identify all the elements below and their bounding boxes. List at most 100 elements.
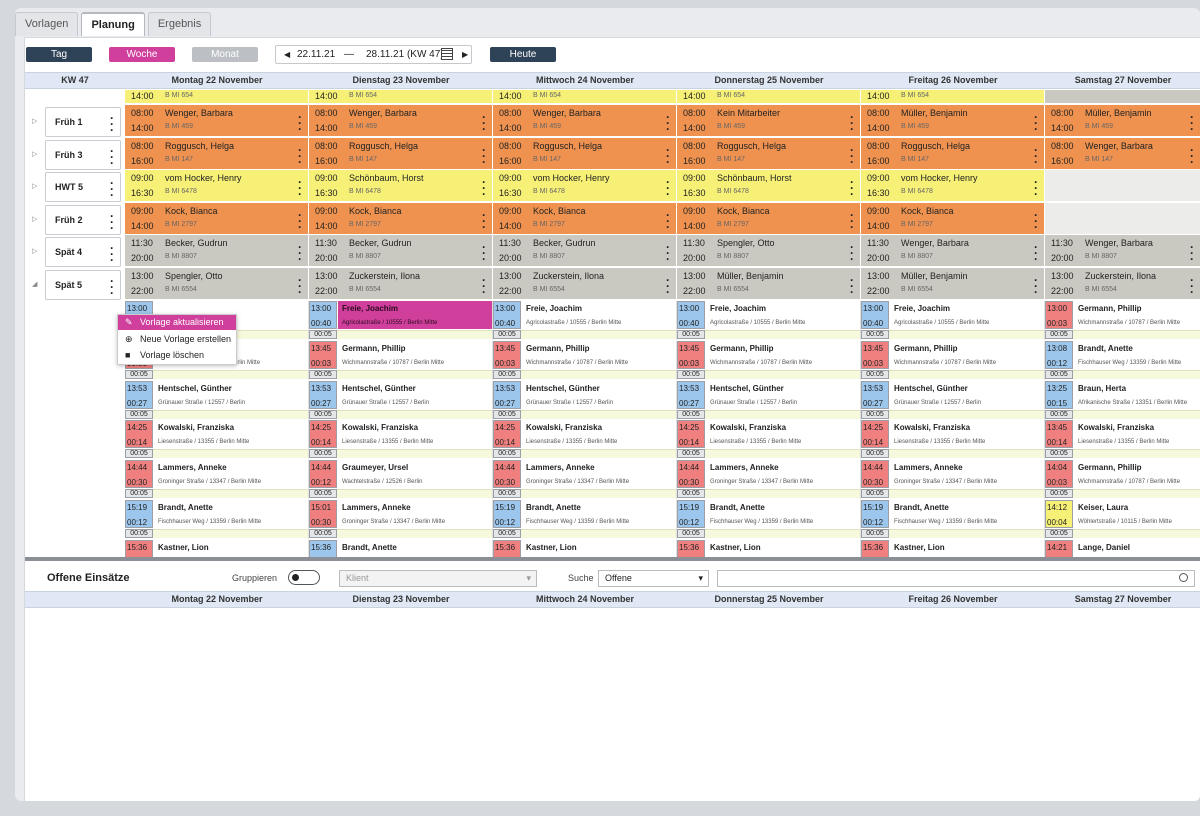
shift-cell-partial[interactable]: 14:00 B MI 654	[861, 90, 1045, 103]
more-vert-icon[interactable]: · · ·	[482, 240, 486, 266]
visit-item[interactable]: 15:01 00:30 Lammers, Anneke Groninger Straß…	[309, 500, 493, 539]
tab-ergebnis[interactable]: Ergebnis	[147, 12, 212, 36]
shift-cell[interactable]: 09:00 16:30 Schönbaum, Horst B MI 6478 · · ·	[677, 170, 861, 201]
more-vert-icon[interactable]: · · ·	[482, 207, 486, 234]
more-vert-icon[interactable]: · · ·	[298, 110, 302, 136]
visit-item[interactable]: 14:25 00:14 Kowalski, Franziska Liesenstraß…	[309, 420, 493, 460]
shift-cell[interactable]: 08:00 16:00 Roggusch, Helga B MI 147 · · ·	[677, 137, 861, 169]
visit-item[interactable]: 14:44 00:12 Graumeyer, Ursel Wachtelstraße …	[309, 460, 493, 500]
more-vert-icon[interactable]: · · ·	[850, 142, 854, 169]
shift-cell[interactable]: 11:30 20:00 Spengler, Otto B MI 8807 · · ·	[677, 235, 861, 266]
search-input[interactable]	[717, 570, 1195, 587]
visit-item[interactable]: 13:00 00:40 Freie, Joachim Agricolastraße /…	[677, 301, 861, 340]
visit-item[interactable]: 15:19 00:12 Brandt, Anette Fischhauser Weg …	[677, 500, 861, 539]
shift-cell[interactable]: 11:30 20:00 Wenger, Barbara B MI 8807 · · ·	[861, 235, 1045, 266]
visit-item[interactable]: 14:25 00:14 Kowalski, Franziska Liesenstraß…	[677, 420, 861, 460]
shift-cell[interactable]: 11:30 20:00 Becker, Gudrun B MI 8807 · · ·	[309, 235, 493, 266]
more-vert-icon[interactable]: · · ·	[850, 240, 854, 266]
shift-cell[interactable]: 08:00 14:00 Kein Mitarbeiter B MI 459 · · ·	[677, 105, 861, 136]
shift-row-label[interactable]: ▷ Früh 3 · · ·	[28, 139, 122, 170]
more-vert-icon[interactable]: · · ·	[110, 143, 114, 170]
visit-item[interactable]: 14:25 00:14 Kowalski, Franziska Liesenstraß…	[493, 420, 677, 460]
visit-item[interactable]: 14:25 00:14 Kowalski, Franziska Liesenstraß…	[861, 420, 1045, 460]
shift-cell[interactable]: 09:00 16:30 vom Hocker, Henry B MI 6478 · · …	[125, 170, 309, 201]
more-vert-icon[interactable]: · · ·	[1034, 272, 1038, 299]
visit-item[interactable]: 15:36 Kastner, Lion	[677, 539, 861, 557]
visit-item[interactable]: 15:19 00:12 Brandt, Anette Fischhauser Weg …	[125, 500, 309, 539]
shift-cell[interactable]	[1045, 202, 1200, 234]
shift-cell[interactable]: 13:00 22:00 Müller, Benjamin B MI 6554 · · ·	[677, 267, 861, 299]
shift-cell-partial[interactable]: 14:00 B MI 654	[493, 90, 677, 103]
visit-item[interactable]: 13:45 00:03 Germann, Phillip Wichmannstraße…	[309, 340, 493, 380]
visit-item[interactable]: 14:21 Lange, Daniel	[1045, 539, 1200, 557]
shift-cell[interactable]	[1045, 170, 1200, 201]
more-vert-icon[interactable]: · · ·	[1190, 110, 1194, 136]
shift-cell[interactable]: 08:00 14:00 Müller, Benjamin B MI 459 · · ·	[861, 105, 1045, 136]
more-vert-icon[interactable]: · · ·	[110, 208, 114, 235]
shift-cell[interactable]: 09:00 16:30 Schönbaum, Horst B MI 6478 · · ·	[309, 170, 493, 201]
shift-cell[interactable]: 08:00 14:00 Wenger, Barbara B MI 459 · · ·	[125, 105, 309, 136]
shift-cell[interactable]: 13:00 22:00 Zuckerstein, Ilona B MI 6554 · ·…	[493, 267, 677, 299]
shift-cell[interactable]: 08:00 16:00 Roggusch, Helga B MI 147 · · ·	[125, 137, 309, 169]
shift-cell[interactable]: 11:30 20:00 Becker, Gudrun B MI 8807 · · ·	[493, 235, 677, 266]
more-vert-icon[interactable]: · · ·	[850, 110, 854, 136]
woche-button[interactable]: Woche	[109, 47, 175, 62]
more-vert-icon[interactable]: · · ·	[482, 142, 486, 169]
more-vert-icon[interactable]: · · ·	[666, 207, 670, 234]
menu-item-neue-vorlage[interactable]: ⊕ Neue Vorlage erstellen	[118, 332, 236, 347]
shift-cell-partial[interactable]: 14:00 B MI 654	[125, 90, 309, 103]
shift-cell[interactable]: 08:00 16:00 Roggusch, Helga B MI 147 · · ·	[309, 137, 493, 169]
menu-item-vorlage-aktualisieren[interactable]: ✎ Vorlage aktualisieren	[118, 315, 236, 330]
shift-cell[interactable]: 11:30 20:00 Becker, Gudrun B MI 8807 · · ·	[125, 235, 309, 266]
more-vert-icon[interactable]: · · ·	[1190, 240, 1194, 266]
visit-item[interactable]: 13:00 00:40 Freie, Joachim Agricolastraße /…	[493, 301, 677, 340]
more-vert-icon[interactable]: · · ·	[850, 272, 854, 299]
shift-row-label[interactable]: ▷ Früh 1 · · ·	[28, 107, 122, 137]
visit-item[interactable]: 13:53 00:27 Hentschel, Günther Grünauer Str…	[309, 380, 493, 420]
visit-item[interactable]: 14:25 00:14 Kowalski, Franziska Liesenstraß…	[125, 420, 309, 460]
shift-cell[interactable]: 09:00 14:00 Kock, Bianca B MI 2797 · · ·	[861, 202, 1045, 234]
visit-item[interactable]: 13:45 00:03 Germann, Phillip Wichmannstraße…	[677, 340, 861, 380]
shift-cell[interactable]: 08:00 16:00 Roggusch, Helga B MI 147 · · ·	[493, 137, 677, 169]
panel-splitter[interactable]	[25, 557, 1200, 561]
visit-item[interactable]: 13:53 00:27 Hentschel, Günther Grünauer Str…	[861, 380, 1045, 420]
shift-cell[interactable]: 08:00 16:00 Wenger, Barbara B MI 147 · · ·	[1045, 137, 1200, 169]
more-vert-icon[interactable]: · · ·	[666, 142, 670, 169]
shift-row-label[interactable]: ◢ Spät 5 · · ·	[28, 269, 122, 300]
more-vert-icon[interactable]: · · ·	[110, 241, 114, 267]
shift-cell[interactable]: 09:00 14:00 Kock, Bianca B MI 2797 · · ·	[309, 202, 493, 234]
prev-week-icon[interactable]: ◀	[284, 50, 291, 59]
tag-button[interactable]: Tag	[26, 47, 92, 62]
visit-item[interactable]: 13:00 00:40 Freie, Joachim Agricolastraße /…	[861, 301, 1045, 340]
shift-cell[interactable]: 08:00 16:00 Roggusch, Helga B MI 147 · · ·	[861, 137, 1045, 169]
shift-row-label[interactable]: ▷ Früh 2 · · ·	[28, 204, 122, 235]
shift-cell[interactable]: 08:00 14:00 Wenger, Barbara B MI 459 · · ·	[309, 105, 493, 136]
more-vert-icon[interactable]: · · ·	[110, 111, 114, 137]
visit-item[interactable]: 13:53 00:27 Hentschel, Günther Grünauer Str…	[677, 380, 861, 420]
visit-item[interactable]: 13:00 00:40 Freie, Joachim Agricolastraße /…	[309, 301, 493, 340]
visit-item[interactable]: 15:19 00:12 Brandt, Anette Fischhauser Weg …	[861, 500, 1045, 539]
more-vert-icon[interactable]: · · ·	[1034, 207, 1038, 234]
more-vert-icon[interactable]: · · ·	[666, 240, 670, 266]
more-vert-icon[interactable]: · · ·	[666, 272, 670, 299]
visit-item[interactable]: 14:44 00:30 Lammers, Anneke Groninger Straß…	[861, 460, 1045, 500]
monat-button[interactable]: Monat	[192, 47, 258, 62]
shift-cell[interactable]: 09:00 16:30 vom Hocker, Henry B MI 6478 · · …	[493, 170, 677, 201]
shift-cell[interactable]: 08:00 14:00 Müller, Benjamin B MI 459 · · ·	[1045, 105, 1200, 136]
visit-item[interactable]: 15:36 Kastner, Lion	[493, 539, 677, 557]
more-vert-icon[interactable]: · · ·	[110, 176, 114, 202]
tab-planung[interactable]: Planung	[81, 12, 145, 36]
more-vert-icon[interactable]: · · ·	[482, 272, 486, 299]
visit-item[interactable]: 14:44 00:30 Lammers, Anneke Groninger Straß…	[125, 460, 309, 500]
menu-item-vorlage-loeschen[interactable]: ■ Vorlage löschen	[118, 348, 236, 363]
visit-item[interactable]: 13:45 00:03 Germann, Phillip Wichmannstraße…	[493, 340, 677, 380]
more-vert-icon[interactable]: · · ·	[298, 207, 302, 234]
visit-item[interactable]: 14:44 00:30 Lammers, Anneke Groninger Straß…	[493, 460, 677, 500]
visit-item[interactable]: 13:53 00:27 Hentschel, Günther Grünauer Str…	[125, 380, 309, 420]
shift-cell[interactable]: 13:00 22:00 Zuckerstein, Ilona B MI 6554 · ·…	[309, 267, 493, 299]
tab-vorlagen[interactable]: Vorlagen	[15, 12, 79, 36]
visit-item[interactable]: 14:44 00:30 Lammers, Anneke Groninger Straß…	[677, 460, 861, 500]
shift-cell[interactable]: 13:00 22:00 Zuckerstein, Ilona B MI 6554 · ·…	[1045, 267, 1200, 299]
more-vert-icon[interactable]: · · ·	[1034, 175, 1038, 201]
shift-row-label[interactable]: ▷ Spät 4 · · ·	[28, 237, 122, 267]
